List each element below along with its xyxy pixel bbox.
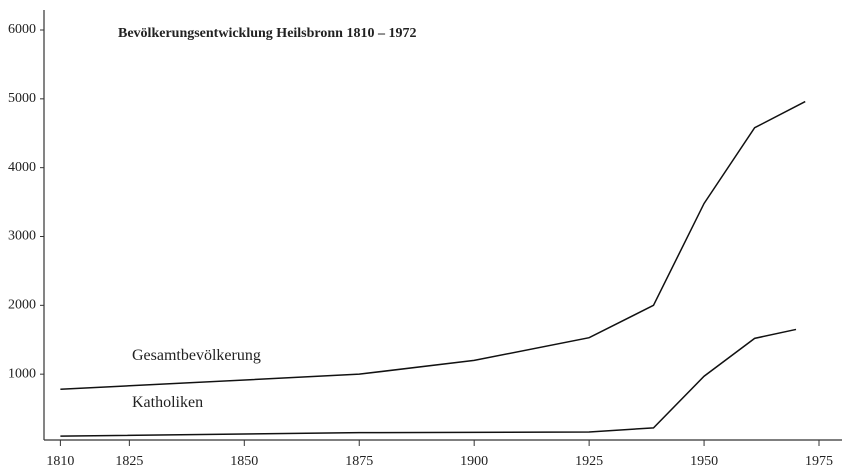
y-tick-label: 5000 [8, 91, 36, 106]
y-tick-label: 2000 [8, 298, 36, 313]
y-tick-label: 4000 [8, 160, 36, 175]
y-tick-label: 3000 [8, 229, 36, 244]
series-line [60, 328, 797, 437]
series-label: Katholiken [132, 394, 203, 411]
series-label: Gesamtbevölkerung [132, 347, 261, 364]
y-tick-label: 6000 [8, 22, 36, 37]
chart-title: Bevölkerungsentwicklung Heilsbronn 1810 … [118, 26, 416, 41]
x-tick-label: 1975 [805, 454, 833, 469]
x-tick-label: 1850 [230, 454, 258, 469]
series-line [60, 100, 806, 391]
x-tick-label: 1875 [345, 454, 373, 469]
x-tick-label: 1810 [46, 454, 74, 469]
x-tick-label: 1950 [690, 454, 718, 469]
y-tick-label: 1000 [8, 366, 36, 381]
x-tick-label: 1825 [115, 454, 143, 469]
x-tick-label: 1900 [460, 454, 488, 469]
x-tick-label: 1925 [575, 454, 603, 469]
